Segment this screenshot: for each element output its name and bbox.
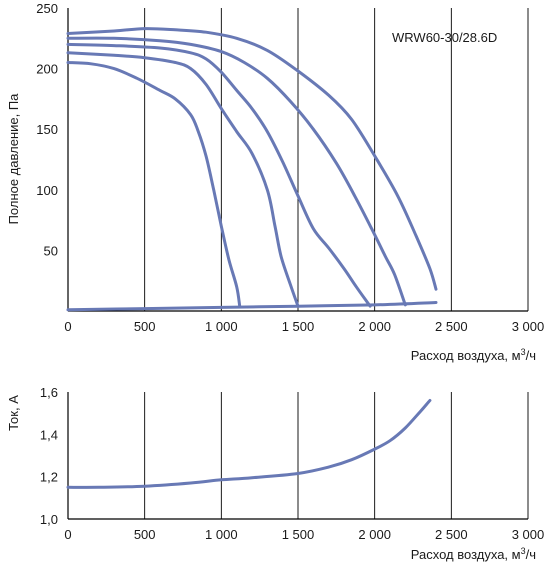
current-x-tick-label: 2 000 (358, 527, 391, 542)
pressure-y-tick-label: 50 (44, 243, 58, 258)
current-y-tick-label: 1,4 (40, 427, 58, 442)
current-grid (144, 392, 529, 519)
pressure-y-tick-label: 100 (36, 183, 58, 198)
pressure-x-tick-labels: 0 500 1 000 1 500 2 000 2 500 3 000 (64, 319, 544, 334)
pressure-series-line (66, 36, 407, 307)
current-panel: 0 500 1 000 1 500 2 000 2 500 3 000 1,01,21,41… (6, 385, 544, 562)
pressure-y-tick-label: 250 (36, 1, 58, 16)
current-axes (67, 392, 528, 520)
pressure-x-tick-label: 2 000 (358, 319, 391, 334)
model-label: WRW60-30/28.6D (392, 30, 497, 45)
pressure-panel: 0 500 1 000 1 500 2 000 2 500 3 000 50 100 150 20… (6, 1, 544, 363)
pressure-grid (144, 8, 529, 311)
pressure-x-axis-title: Расход воздуха, м3/ч (411, 347, 536, 363)
current-x-tick-label: 2 500 (435, 527, 468, 542)
current-y-tick-label: 1,2 (40, 470, 58, 485)
current-x-tick-label: 500 (134, 527, 156, 542)
current-y-tick-labels: 1,0 1,2 1,4 1,6 (40, 385, 58, 527)
current-x-tick-labels: 0 500 1 000 1 500 2 000 2 500 3 000 (64, 527, 544, 542)
pressure-curves (66, 27, 438, 312)
pressure-x-tick-label: 2 500 (435, 319, 468, 334)
current-x-tick-label: 3 000 (512, 527, 545, 542)
current-y-tick-label: 1,6 (40, 385, 58, 400)
current-x-tick-label: 1 000 (205, 527, 238, 542)
current-y-axis-title: Ток, А (6, 395, 21, 431)
pressure-x-tick-label: 3 000 (512, 319, 545, 334)
current-x-tick-label: 1 500 (282, 527, 315, 542)
pressure-y-tick-label: 150 (36, 122, 58, 137)
pressure-series-line (66, 27, 438, 291)
current-series-line (66, 399, 432, 489)
current-y-tick-label: 1,0 (40, 512, 58, 527)
pressure-y-tick-label: 200 (36, 62, 58, 77)
pressure-x-tick-label: 1 000 (205, 319, 238, 334)
pressure-y-axis-title: Полное давление, Па (6, 93, 21, 225)
current-curves (66, 399, 432, 489)
pressure-axes (67, 8, 528, 312)
pressure-x-tick-label: 1 500 (282, 319, 315, 334)
pressure-x-tick-label: 0 (64, 319, 71, 334)
pressure-series-line (66, 51, 300, 308)
current-x-tick-label: 0 (64, 527, 71, 542)
pressure-series-line (66, 301, 438, 312)
current-x-axis-title: Расход воздуха, м3/ч (411, 546, 536, 562)
pressure-series-line (66, 61, 242, 308)
pressure-y-tick-labels: 50 100 150 200 250 (36, 1, 58, 258)
pressure-series-line (66, 42, 372, 308)
pressure-x-tick-label: 500 (134, 319, 156, 334)
